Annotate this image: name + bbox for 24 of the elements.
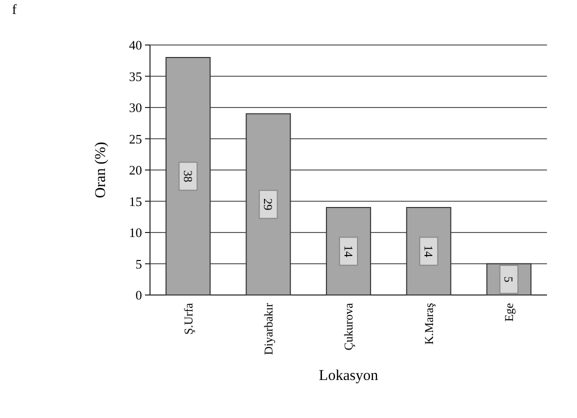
y-tick-label: 0 (136, 288, 142, 303)
x-tick-label: Ş.Urfa (181, 302, 196, 335)
data-label: 14 (341, 245, 356, 258)
x-tick-label: K.Maraş (422, 302, 436, 345)
y-tick-label: 20 (129, 162, 142, 178)
x-tick-label: Çukurova (342, 302, 356, 350)
x-tick-label: Ege (502, 303, 516, 322)
bar (246, 113, 291, 296)
x-tick-label: Diyarbakır (262, 303, 276, 355)
y-tick-label: 40 (129, 38, 142, 53)
bar (166, 57, 211, 296)
y-tick-label: 30 (129, 100, 142, 116)
y-tick-label: 10 (129, 225, 142, 240)
y-axis-title: Oran (%) (93, 142, 109, 198)
data-label: 38 (180, 170, 195, 182)
x-axis-title: Lokasyon (318, 368, 379, 384)
y-tick-label: 35 (129, 68, 142, 84)
y-tick-label: 25 (129, 131, 142, 146)
y-tick-label: 15 (129, 194, 142, 209)
data-label: 14 (422, 245, 436, 258)
data-label: 29 (261, 198, 276, 210)
text: f (12, 3, 17, 18)
y-tick-label: 5 (136, 256, 142, 272)
data-label: 5 (502, 276, 516, 282)
